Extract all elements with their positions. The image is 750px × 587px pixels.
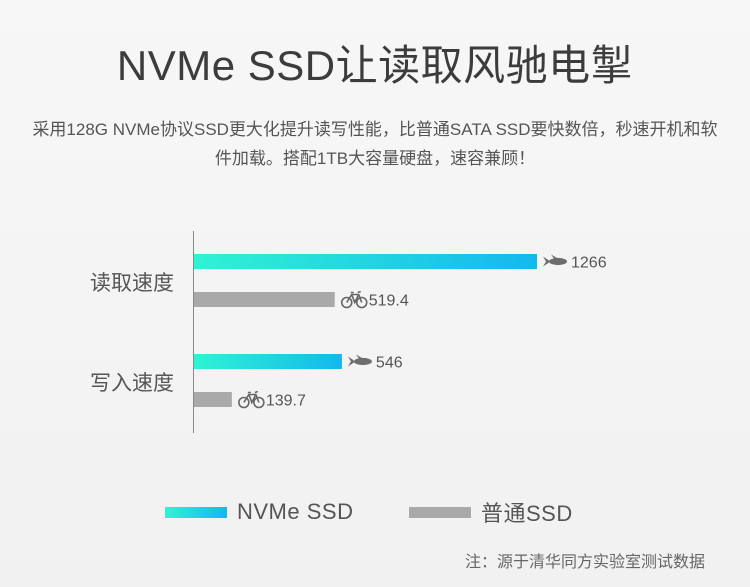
rocket-icon xyxy=(543,254,567,267)
category-label: 读取速度 xyxy=(90,272,174,295)
legend-swatch-normal xyxy=(409,506,471,518)
legend: NVMe SSD 普通SSD xyxy=(0,497,750,527)
legend-label-nvme: NVMe SSD xyxy=(237,499,354,524)
source-note: 注：源于清华同方实验室测试数据 xyxy=(464,554,705,571)
page-title: NVMe SSD让读取风驰电掣 xyxy=(116,42,634,89)
data-label: 139.7 xyxy=(266,393,306,410)
data-label: 546 xyxy=(376,355,403,372)
legend-item-normal: 普通SSD xyxy=(409,497,573,527)
bicycle-icon xyxy=(238,390,265,409)
bar-normal xyxy=(194,392,232,407)
bar-normal xyxy=(194,292,335,307)
bar-nvme xyxy=(194,354,342,369)
legend-label-normal: 普通SSD xyxy=(481,501,573,526)
data-label: 1266 xyxy=(571,255,607,272)
page-description: 采用128G NVMe协议SSD更大化提升读写性能，比普通SATA SSD要快数… xyxy=(32,120,718,168)
bicycle-icon xyxy=(340,290,368,309)
data-label: 519.4 xyxy=(369,293,409,310)
legend-item-nvme: NVMe SSD xyxy=(165,497,353,527)
legend-swatch-nvme xyxy=(165,506,227,518)
bar-nvme xyxy=(194,254,537,269)
category-label: 写入速度 xyxy=(90,372,174,395)
rocket-icon xyxy=(347,354,372,367)
